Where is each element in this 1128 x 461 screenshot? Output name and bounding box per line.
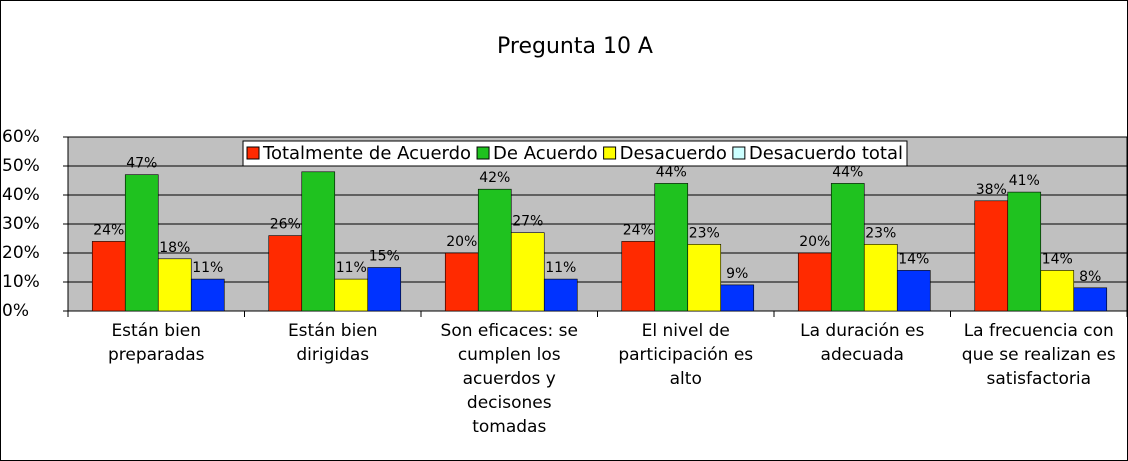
legend-swatch [603, 146, 617, 160]
data-label: 9% [726, 266, 748, 282]
data-label: 14% [898, 251, 929, 267]
y-tick-label: 10% [2, 272, 40, 292]
bar [334, 278, 369, 312]
y-tick-label: 50% [2, 156, 40, 176]
bar [654, 183, 689, 312]
y-tick-label: 40% [2, 185, 40, 205]
y-tick-label: 60% [2, 127, 40, 147]
x-tick-label: La frecuencia con que se realizan es sat… [961, 321, 1116, 389]
data-label: 20% [799, 234, 830, 250]
data-label: 24% [93, 222, 124, 238]
bar [1073, 287, 1108, 312]
x-tick-label: Están bien dirigidas [287, 321, 378, 365]
x-tick-label: Están bien preparadas [107, 321, 205, 365]
bar [687, 244, 722, 312]
data-label: 14% [1042, 251, 1073, 267]
y-tick-label: 30% [2, 214, 40, 234]
bar [896, 270, 931, 312]
data-label: 20% [446, 234, 477, 250]
y-tick-label: 0% [2, 301, 29, 321]
data-label: 23% [865, 225, 896, 241]
chart-title: Pregunta 10 A [497, 34, 653, 59]
data-label: 23% [689, 225, 720, 241]
data-label: 42% [479, 170, 510, 186]
x-tick-label: Son eficaces: se cumplen los acuerdos y … [440, 321, 578, 437]
legend-swatch [732, 146, 746, 160]
data-label: 8% [1079, 269, 1101, 285]
bar [510, 232, 545, 312]
bar [367, 267, 402, 312]
bar [190, 278, 225, 312]
bar [974, 200, 1009, 312]
bar [863, 244, 898, 312]
data-label: 44% [832, 164, 863, 180]
bar [301, 171, 336, 312]
legend-label: De Acuerdo [493, 143, 598, 164]
bar [797, 252, 832, 312]
legend-label: Totalmente de Acuerdo [262, 143, 471, 164]
bar [830, 183, 865, 312]
bar [1040, 270, 1075, 312]
bar [91, 241, 126, 312]
data-label: 38% [976, 182, 1007, 198]
bar [543, 278, 578, 312]
data-label: 11% [545, 260, 576, 276]
data-label: 27% [512, 214, 543, 230]
data-label: 11% [336, 260, 367, 276]
data-label: 44% [656, 164, 687, 180]
y-tick-label: 20% [2, 243, 40, 263]
bar [268, 235, 303, 312]
legend-box [242, 140, 908, 167]
data-label: 41% [1009, 173, 1040, 189]
data-label: 11% [192, 260, 223, 276]
bar [1007, 191, 1042, 312]
legend-label: Desacuerdo [620, 143, 727, 164]
legend-swatch [476, 146, 490, 160]
bar [444, 252, 479, 312]
x-tick-label: El nivel de participación es alto [618, 321, 754, 389]
data-label: 24% [623, 222, 654, 238]
bar [720, 284, 755, 312]
data-label: 26% [270, 217, 301, 233]
bar [124, 174, 159, 312]
data-label: 47% [126, 156, 157, 172]
bar [621, 241, 656, 312]
bar [477, 188, 512, 312]
x-tick-label: La duración es adecuada [800, 321, 925, 365]
legend-swatch [246, 146, 260, 160]
data-label: 18% [159, 240, 190, 256]
data-label: 15% [369, 249, 400, 265]
bar [157, 258, 192, 312]
legend-label: Desacuerdo total [749, 143, 903, 164]
